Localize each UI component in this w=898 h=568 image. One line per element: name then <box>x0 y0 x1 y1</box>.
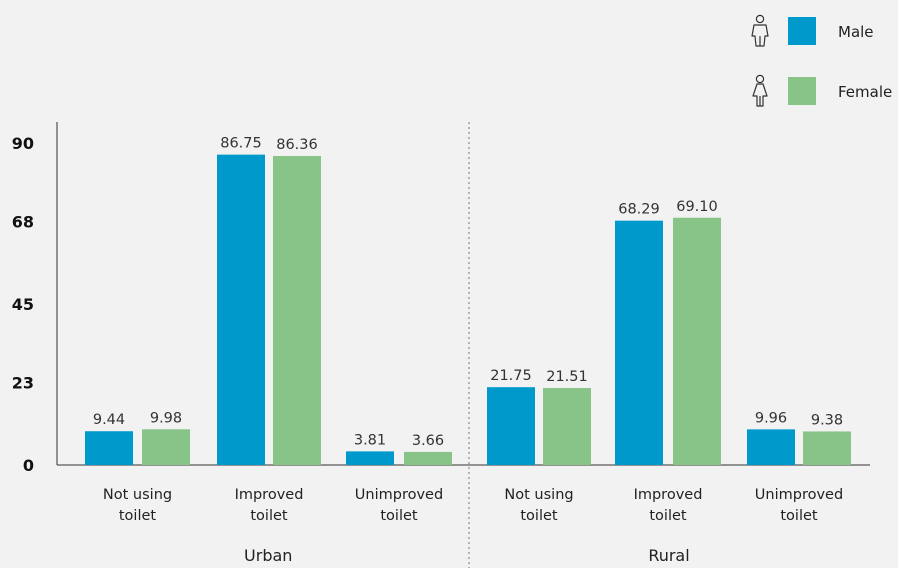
y-tick-label: 90 <box>12 134 34 153</box>
bar-male <box>346 451 394 465</box>
legend-swatch-male <box>788 17 816 45</box>
bar-female <box>273 156 321 465</box>
bar-male <box>217 154 265 465</box>
data-label: 21.75 <box>490 368 532 384</box>
bar-male <box>615 220 663 465</box>
data-label: 9.98 <box>150 410 182 426</box>
category-label: Not using toilet <box>504 487 573 524</box>
data-label: 9.96 <box>755 410 787 426</box>
data-label: 68.29 <box>618 202 660 218</box>
bar-female <box>673 217 721 465</box>
group-label: Urban <box>244 546 292 565</box>
bar-female <box>142 429 190 465</box>
y-tick-label: 45 <box>12 295 34 314</box>
legend-label-female: Female <box>838 83 892 101</box>
bar-male <box>487 387 535 465</box>
legend-swatch-female <box>788 77 816 105</box>
category-label: Improved toilet <box>634 487 703 524</box>
data-label: 86.36 <box>276 137 318 153</box>
data-label: 9.44 <box>93 412 125 428</box>
bar-female <box>404 451 452 465</box>
legend-label-male: Male <box>838 23 874 41</box>
category-label: Improved toilet <box>235 487 304 524</box>
data-label: 21.51 <box>546 369 588 385</box>
data-label: 3.66 <box>412 433 444 449</box>
female-person-icon <box>752 74 768 107</box>
bar-female <box>543 388 591 465</box>
y-tick-label: 0 <box>23 456 34 475</box>
bar-male <box>747 429 795 465</box>
data-label: 9.38 <box>811 412 843 428</box>
category-label: Unimproved toilet <box>355 487 443 524</box>
data-label: 3.81 <box>354 432 386 448</box>
y-tick-label: 23 <box>12 374 34 393</box>
category-label: Not using toilet <box>103 487 172 524</box>
group-label: Rural <box>648 546 689 565</box>
male-person-icon <box>751 14 769 47</box>
category-label: Unimproved toilet <box>755 487 843 524</box>
bar-female <box>803 431 851 465</box>
data-label: 86.75 <box>220 136 262 152</box>
data-label: 69.10 <box>676 199 718 215</box>
y-tick-label: 68 <box>12 213 34 232</box>
bar-male <box>85 431 133 465</box>
